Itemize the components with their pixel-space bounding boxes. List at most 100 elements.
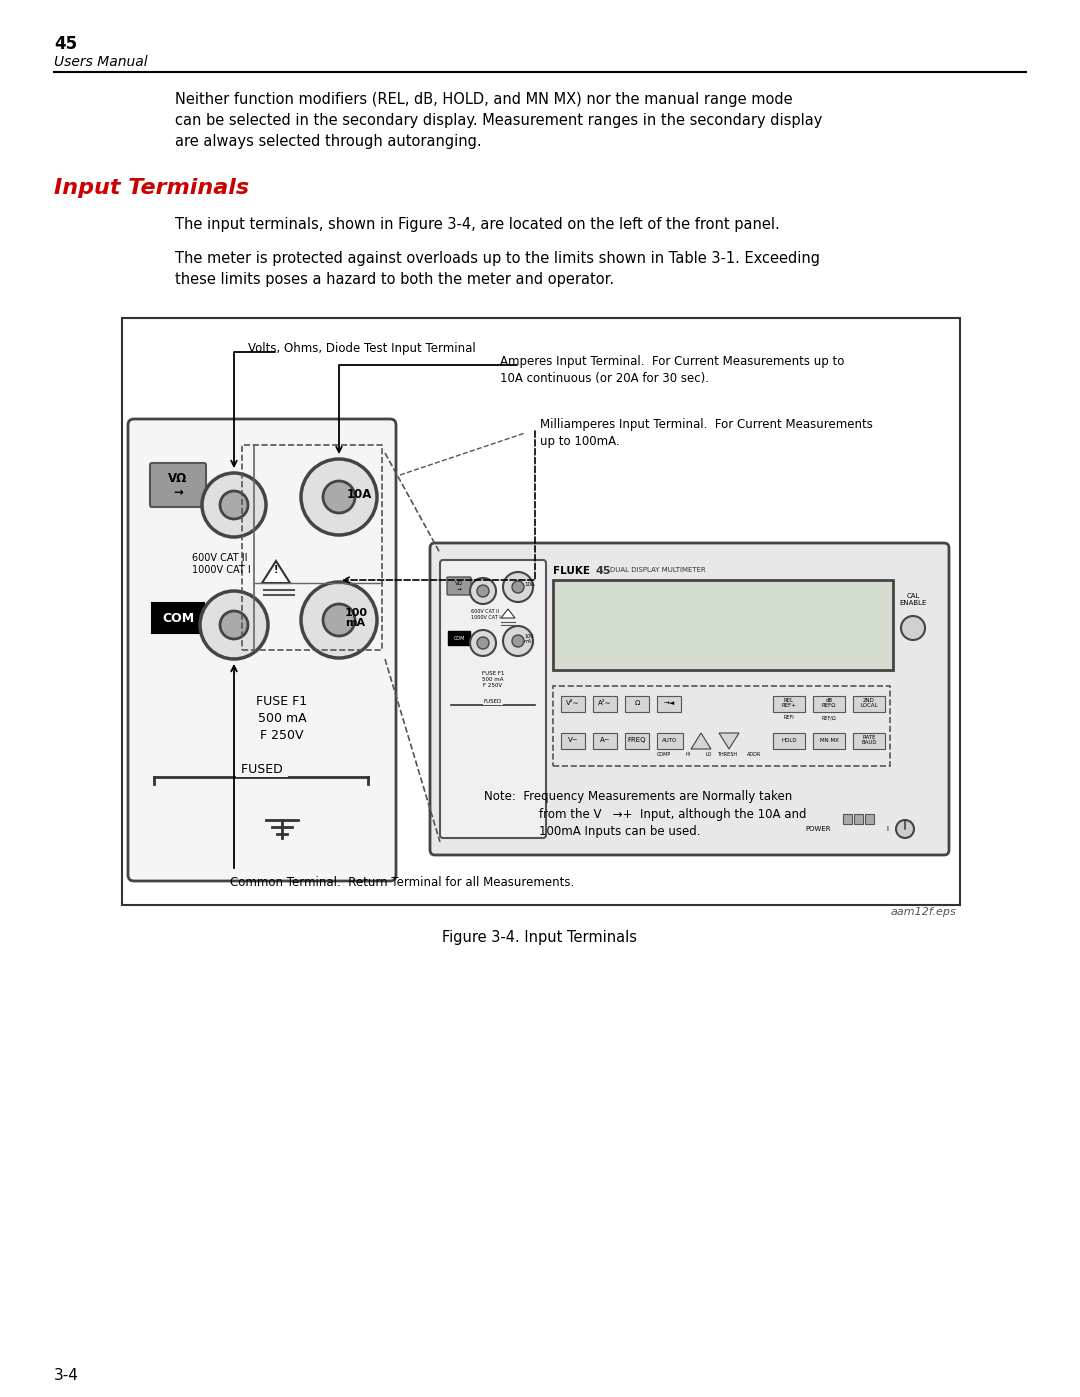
Text: Figure 3-4. Input Terminals: Figure 3-4. Input Terminals (443, 930, 637, 944)
Text: HOLD: HOLD (781, 738, 797, 742)
Bar (242, 446, 382, 650)
Circle shape (301, 460, 377, 535)
Text: The meter is protected against overloads up to the limits shown in Table 3-1. Ex: The meter is protected against overloads… (175, 251, 820, 286)
Bar (773, 733, 805, 749)
Text: MN MX: MN MX (820, 738, 838, 742)
Text: CAL
ENABLE: CAL ENABLE (900, 592, 927, 606)
Bar (561, 696, 585, 712)
Text: AUTO: AUTO (662, 738, 677, 742)
Polygon shape (719, 733, 739, 749)
Bar (854, 814, 863, 824)
Text: Neither function modifiers (REL, dB, HOLD, and MN MX) nor the manual range mode
: Neither function modifiers (REL, dB, HOL… (175, 92, 822, 149)
Text: VΩ
→: VΩ → (168, 472, 188, 499)
FancyBboxPatch shape (129, 419, 396, 882)
Bar (625, 733, 649, 749)
Bar (657, 733, 683, 749)
Text: 100mA Inputs can be used.: 100mA Inputs can be used. (539, 826, 701, 838)
Text: 600V CAT II
1000V CAT I: 600V CAT II 1000V CAT I (471, 609, 501, 620)
Bar (853, 696, 885, 712)
Polygon shape (691, 733, 711, 749)
Bar (813, 733, 845, 749)
Text: FUSED: FUSED (484, 698, 502, 704)
Circle shape (323, 481, 355, 513)
Text: 10A: 10A (524, 583, 535, 588)
Text: 45: 45 (595, 566, 610, 576)
Text: Milliamperes Input Terminal.  For Current Measurements
up to 100mA.: Milliamperes Input Terminal. For Current… (540, 418, 873, 448)
Circle shape (896, 820, 914, 838)
Circle shape (503, 571, 534, 602)
Text: Common Terminal.  Return Terminal for all Measurements.: Common Terminal. Return Terminal for all… (230, 876, 575, 888)
Circle shape (477, 585, 489, 597)
Text: I: I (886, 826, 888, 833)
Bar (593, 733, 617, 749)
Polygon shape (262, 562, 291, 583)
Circle shape (202, 474, 266, 536)
Circle shape (323, 604, 355, 636)
Text: 45: 45 (54, 35, 77, 53)
Text: A²∼: A²∼ (598, 700, 611, 705)
Text: Ω: Ω (634, 700, 639, 705)
Bar (853, 733, 885, 749)
Text: FUSE F1
500 mA
F 250V: FUSE F1 500 mA F 250V (482, 671, 504, 687)
Circle shape (503, 626, 534, 657)
Text: →◄: →◄ (663, 700, 675, 705)
Circle shape (200, 591, 268, 659)
Text: V~: V~ (568, 738, 578, 743)
Bar (122, 319, 960, 905)
Circle shape (512, 581, 524, 592)
Text: V²∼: V²∼ (566, 700, 580, 705)
Circle shape (477, 637, 489, 650)
Bar (865, 814, 874, 824)
Text: REL
REF+: REL REF+ (782, 698, 797, 708)
Text: Note:  Frequency Measurements are Normally taken: Note: Frequency Measurements are Normall… (484, 789, 793, 803)
Text: Volts, Ohms, Diode Test Input Terminal: Volts, Ohms, Diode Test Input Terminal (248, 342, 476, 355)
Text: DUAL DISPLAY MULTIMETER: DUAL DISPLAY MULTIMETER (610, 567, 705, 573)
Text: FUSED: FUSED (238, 763, 287, 775)
Text: FREQ: FREQ (627, 738, 646, 743)
Text: !: ! (273, 564, 279, 576)
Text: VΩ
→: VΩ → (455, 581, 463, 591)
Polygon shape (501, 609, 515, 617)
Bar (813, 696, 845, 712)
Bar (561, 733, 585, 749)
Circle shape (220, 490, 248, 520)
Bar (553, 686, 890, 766)
Text: COM: COM (454, 636, 464, 640)
Bar (843, 814, 852, 824)
Text: REF/Ω: REF/Ω (822, 715, 836, 719)
Bar (553, 580, 893, 671)
Bar (625, 696, 649, 712)
Text: aam12f.eps: aam12f.eps (890, 907, 956, 916)
Circle shape (220, 610, 248, 638)
Text: 10A: 10A (347, 489, 373, 502)
Text: REFI: REFI (784, 715, 795, 719)
FancyBboxPatch shape (447, 577, 471, 595)
Circle shape (470, 630, 496, 657)
Text: HI: HI (685, 752, 690, 757)
Text: FLUKE: FLUKE (553, 566, 590, 576)
Text: Input Terminals: Input Terminals (54, 177, 249, 198)
Text: A~: A~ (599, 738, 610, 743)
Text: from the V   →+  Input, although the 10A and: from the V →+ Input, although the 10A an… (539, 807, 807, 821)
Text: LO: LO (705, 752, 712, 757)
Text: COM: COM (162, 612, 194, 624)
Bar (448, 631, 470, 645)
Bar (657, 696, 681, 712)
Text: 600V CAT II
1000V CAT I: 600V CAT II 1000V CAT I (192, 553, 251, 576)
Text: FUSE F1
500 mA
F 250V: FUSE F1 500 mA F 250V (256, 694, 308, 742)
Text: COMP: COMP (657, 752, 672, 757)
Text: RATE
BAUD: RATE BAUD (861, 735, 877, 745)
Text: dB
REFΩ: dB REFΩ (822, 698, 836, 708)
Text: Amperes Input Terminal.  For Current Measurements up to
10A continuous (or 20A f: Amperes Input Terminal. For Current Meas… (500, 355, 845, 386)
Bar (773, 696, 805, 712)
Text: 100
mA: 100 mA (345, 608, 368, 629)
Text: Users Manual: Users Manual (54, 54, 148, 68)
FancyBboxPatch shape (440, 560, 546, 838)
Bar (593, 696, 617, 712)
Text: 3-4: 3-4 (54, 1368, 79, 1383)
Text: 100
mA: 100 mA (524, 634, 534, 644)
FancyBboxPatch shape (430, 543, 949, 855)
Circle shape (470, 578, 496, 604)
Circle shape (512, 636, 524, 647)
Text: The input terminals, shown in Figure 3-4, are located on the left of the front p: The input terminals, shown in Figure 3-4… (175, 217, 780, 232)
